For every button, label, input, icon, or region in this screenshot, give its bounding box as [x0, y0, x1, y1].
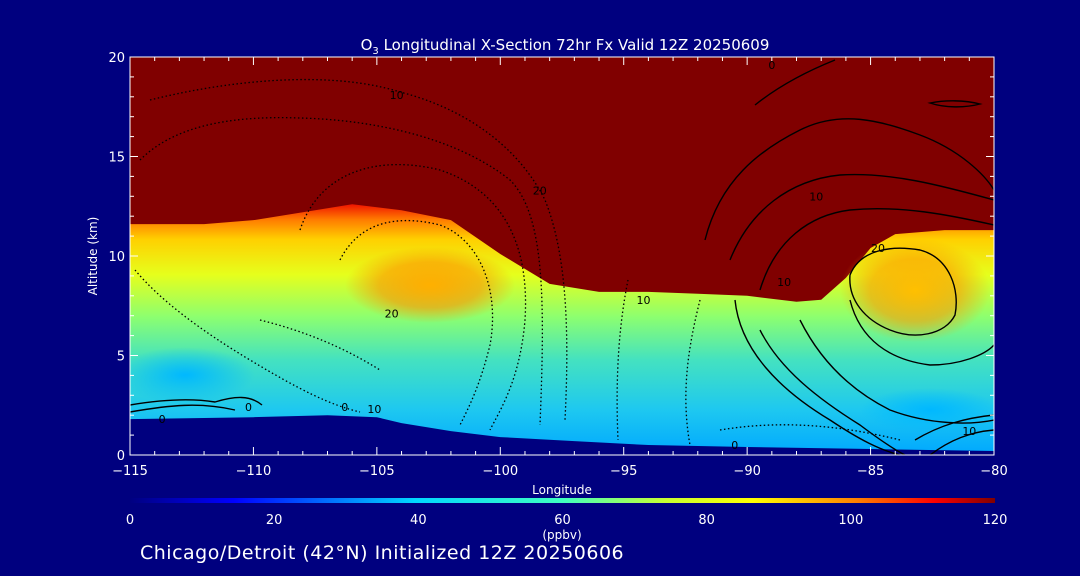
contour-solid-11 [130, 404, 236, 413]
ozone-bulge-east [840, 238, 990, 342]
contour-dotted-0 [149, 78, 568, 421]
contour-solid-5 [759, 329, 906, 455]
y-axis: 0 5 10 15 20 [108, 51, 994, 464]
contour-label-7: 10 [777, 276, 791, 289]
footer-caption: Chicago/Detroit (42°N) Initialized 12Z 2… [140, 542, 625, 564]
y-axis-label: Altitude (km) [86, 217, 100, 296]
contour-label-1: 20 [533, 184, 547, 197]
contour-solid-1 [704, 118, 994, 241]
colorbar-ticks: 0 20 40 60 80 100 120 [126, 513, 1008, 528]
contour-solid-2 [729, 173, 994, 261]
low-ozone-pocket-east [860, 388, 994, 432]
title-rest: Longitudinal X-Section 72hr Fx Valid 12Z… [379, 36, 770, 54]
colorbar-tick-label: 60 [554, 513, 571, 528]
x-tick-label: −95 [610, 464, 637, 479]
colorbar [130, 498, 995, 503]
contour-solid-0 [754, 59, 836, 106]
y-tick-label: 0 [117, 449, 125, 464]
contour-solid-10 [130, 396, 263, 406]
contour-solid-7 [849, 299, 994, 366]
contour-dotted-1 [139, 116, 544, 426]
x-tick-label: −115 [112, 464, 148, 479]
colorbar-tick-label: 20 [266, 513, 283, 528]
contour-dotted-3 [339, 219, 494, 426]
contour-label-10: 0 [159, 413, 166, 426]
contour-label-5: 10 [809, 190, 823, 203]
contour-lines [130, 59, 994, 455]
colorbar-tick-label: 120 [983, 513, 1008, 528]
contour-label-8: 10 [962, 425, 976, 438]
terrain-mask [130, 415, 994, 455]
low-ozone-pocket-west [130, 347, 255, 403]
contour-label-6: 20 [871, 242, 885, 255]
x-axis: −115 −110 −105 −100 −95 −90 −85 −80 [112, 57, 1008, 479]
contour-dotted-6 [685, 299, 701, 446]
plot-area: 10 20 20 10 0 10 20 10 10 0 0 0 0 10 [130, 57, 994, 455]
contour-label-13: 10 [367, 403, 381, 416]
contour-label-4: 0 [768, 59, 775, 72]
contour-dotted-4 [134, 269, 361, 413]
y-tick-label: 10 [108, 250, 125, 265]
contour-solid-12 [929, 429, 994, 455]
contour-solid-6 [799, 319, 994, 424]
x-axis-label: Longitude [532, 483, 592, 497]
x-tick-label: −110 [236, 464, 272, 479]
contour-label-3: 10 [636, 294, 650, 307]
contour-label-0: 10 [390, 89, 404, 102]
contour-label-9: 0 [731, 439, 738, 452]
contour-label-2: 20 [385, 308, 399, 321]
title-species: O [361, 36, 373, 54]
x-tick-label: −90 [733, 464, 760, 479]
ozone-bulge-west [345, 247, 515, 323]
title-subscript: 3 [372, 46, 378, 57]
colorbar-tick-label: 80 [698, 513, 715, 528]
contour-label-12: 0 [341, 401, 348, 414]
colorbar-tick-label: 0 [126, 513, 134, 528]
contour-solid-13 [914, 414, 994, 441]
contour-dotted-5 [616, 279, 629, 441]
colorbar-tick-label: 40 [410, 513, 427, 528]
contour-labels: 10 20 20 10 0 10 20 10 10 0 0 0 0 10 [159, 59, 977, 452]
y-tick-label: 15 [108, 151, 125, 166]
x-tick-label: −80 [980, 464, 1007, 479]
colorbar-tick-label: 100 [838, 513, 863, 528]
contour-solid-4 [734, 299, 901, 455]
contour-solid-9 [927, 100, 983, 108]
y-tick-label: 20 [108, 51, 125, 66]
y-tick-label: 5 [117, 350, 125, 365]
x-tick-label: −105 [359, 464, 395, 479]
chart-title: O3 Longitudinal X-Section 72hr Fx Valid … [361, 36, 770, 57]
contour-label-11: 0 [245, 401, 252, 414]
colorbar-unit-label: (ppbv) [542, 528, 581, 542]
contour-solid-8 [849, 247, 957, 336]
contour-solid-3 [759, 208, 994, 291]
troposphere-fill [130, 204, 994, 455]
x-tick-label: −100 [482, 464, 518, 479]
x-tick-label: −85 [857, 464, 884, 479]
